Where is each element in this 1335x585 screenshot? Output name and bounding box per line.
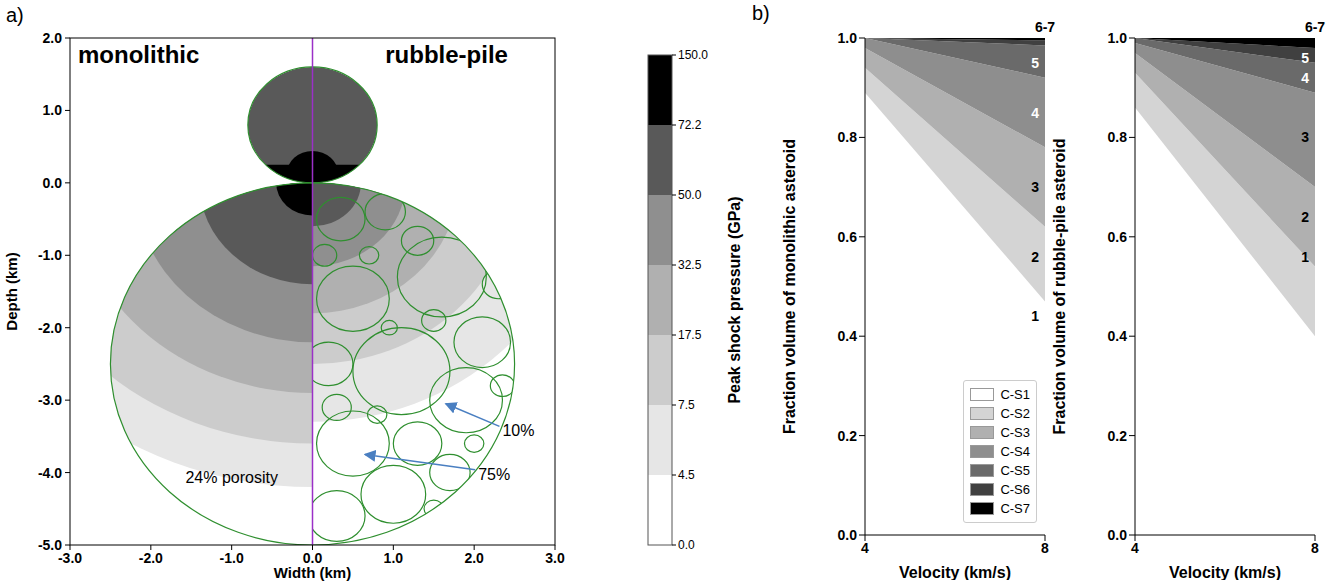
svg-text:0.2: 0.2 <box>1108 428 1128 444</box>
svg-text:0.4: 0.4 <box>1108 328 1128 344</box>
svg-text:0.2: 0.2 <box>838 428 858 444</box>
svg-text:0.6: 0.6 <box>838 229 858 245</box>
svg-text:a): a) <box>6 4 24 26</box>
html-text:C-S7: C-S7 <box>1000 501 1030 516</box>
svg-text:150.0: 150.0 <box>678 48 708 62</box>
svg-text:0.0: 0.0 <box>302 550 323 566</box>
svg-text:-4.0: -4.0 <box>38 465 62 481</box>
svg-text:Velocity (km/s): Velocity (km/s) <box>1169 564 1281 580</box>
html-text:C-S1: C-S1 <box>1000 387 1030 402</box>
svg-text:10%: 10% <box>502 422 534 439</box>
svg-text:-3.0: -3.0 <box>38 392 62 408</box>
svg-text:2.0: 2.0 <box>464 550 484 566</box>
svg-text:32.5: 32.5 <box>678 258 702 272</box>
html-text:C-S6: C-S6 <box>1000 482 1030 497</box>
svg-text:0.8: 0.8 <box>838 129 858 145</box>
svg-text:4: 4 <box>1031 105 1039 121</box>
svg-text:Fraction volume of rubble-pile: Fraction volume of rubble-pile asteroid <box>1051 138 1068 434</box>
svg-text:6-7: 6-7 <box>1305 20 1325 35</box>
svg-text:1.0: 1.0 <box>43 102 63 118</box>
html-text:C-S2: C-S2 <box>1000 406 1030 421</box>
svg-text:2.0: 2.0 <box>43 30 63 46</box>
svg-text:Velocity (km/s): Velocity (km/s) <box>899 564 1011 580</box>
svg-text:0.0: 0.0 <box>1108 527 1128 543</box>
svg-text:rubble-pile: rubble-pile <box>385 41 508 68</box>
svg-text:3: 3 <box>1301 129 1309 145</box>
svg-text:Fraction volume of monolithic: Fraction volume of monolithic asteroid <box>781 139 798 434</box>
svg-text:0.4: 0.4 <box>838 328 858 344</box>
svg-text:3: 3 <box>1031 179 1039 195</box>
svg-text:-1.0: -1.0 <box>220 550 244 566</box>
svg-text:2: 2 <box>1301 209 1309 225</box>
html-text:C-S3: C-S3 <box>1000 425 1030 440</box>
svg-text:75%: 75% <box>478 466 510 483</box>
svg-text:1.0: 1.0 <box>384 550 404 566</box>
svg-text:6-7: 6-7 <box>1035 20 1055 35</box>
svg-text:Width (km): Width (km) <box>274 564 351 581</box>
svg-text:-2.0: -2.0 <box>38 320 62 336</box>
svg-text:-3.0: -3.0 <box>57 550 83 566</box>
svg-text:1.0: 1.0 <box>1108 30 1128 46</box>
svg-text:8: 8 <box>1041 540 1049 556</box>
svg-text:0.0: 0.0 <box>678 538 695 552</box>
svg-text:3.0: 3.0 <box>545 550 565 566</box>
svg-text:Peak shock pressure (GPa): Peak shock pressure (GPa) <box>726 196 743 403</box>
svg-text:-1.0: -1.0 <box>38 247 62 263</box>
svg-text:17.5: 17.5 <box>678 328 702 342</box>
svg-text:0.6: 0.6 <box>1108 229 1128 245</box>
svg-text:1: 1 <box>1031 308 1039 324</box>
html-text:C-S4: C-S4 <box>1000 444 1030 459</box>
svg-text:4: 4 <box>1301 70 1309 86</box>
svg-text:50.0: 50.0 <box>678 188 702 202</box>
svg-text:4: 4 <box>861 540 869 556</box>
html-text:C-S5: C-S5 <box>1000 463 1030 478</box>
svg-text:0.0: 0.0 <box>43 175 63 191</box>
svg-text:0.8: 0.8 <box>1108 129 1128 145</box>
svg-text:4.5: 4.5 <box>678 468 695 482</box>
svg-text:4: 4 <box>1131 540 1139 556</box>
svg-text:-2.0: -2.0 <box>139 550 163 566</box>
svg-text:8: 8 <box>1311 540 1319 556</box>
svg-text:7.5: 7.5 <box>678 398 695 412</box>
svg-text:monolithic: monolithic <box>78 41 199 68</box>
svg-text:Depth (km): Depth (km) <box>3 252 20 330</box>
svg-text:24% porosity: 24% porosity <box>185 469 278 486</box>
html-text:b): b) <box>752 2 770 24</box>
svg-text:1: 1 <box>1301 249 1309 265</box>
svg-text:72.2: 72.2 <box>678 118 702 132</box>
svg-text:5: 5 <box>1031 55 1039 71</box>
svg-text:1.0: 1.0 <box>838 30 858 46</box>
svg-text:-5.0: -5.0 <box>38 537 62 553</box>
svg-text:5: 5 <box>1301 50 1309 66</box>
svg-text:2: 2 <box>1031 249 1039 265</box>
svg-text:0.0: 0.0 <box>838 527 858 543</box>
